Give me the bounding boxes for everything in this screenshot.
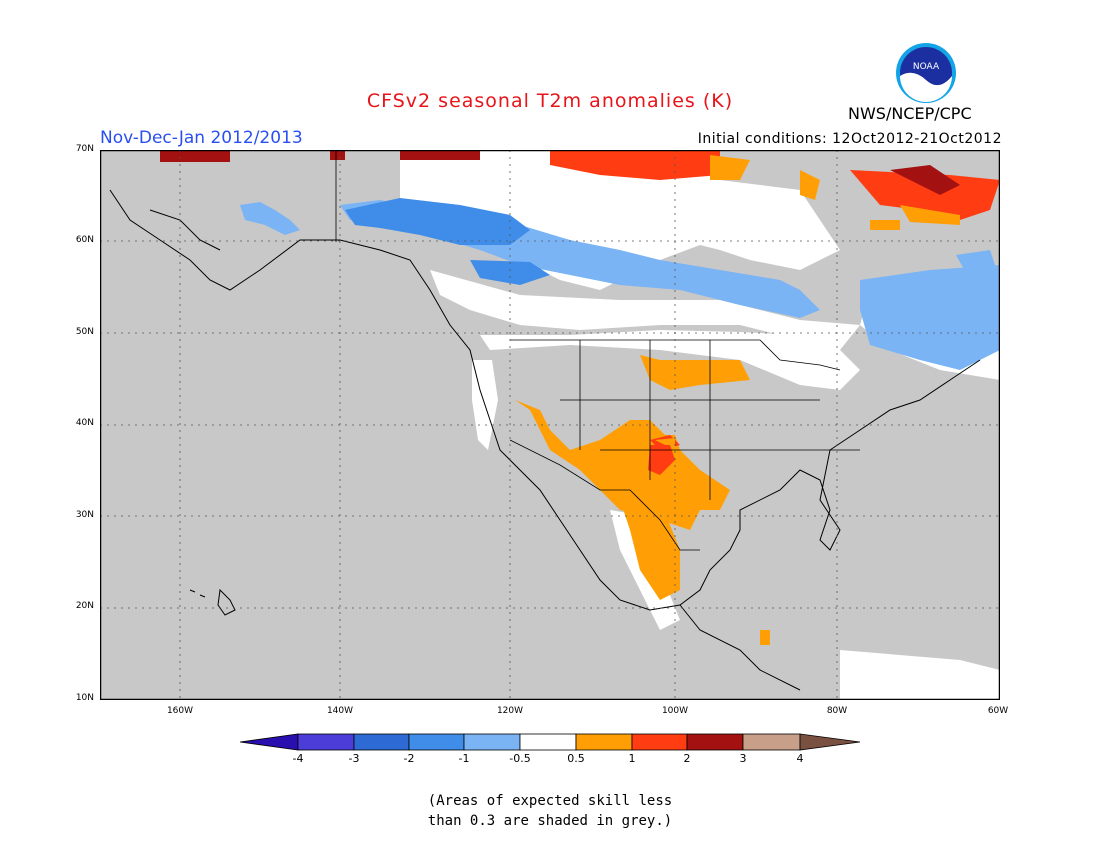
colorbar-label: -1 (458, 752, 470, 765)
lat-label-20n: 20N (75, 601, 94, 611)
anomaly-map (100, 150, 1000, 700)
colorbar-label: 1 (628, 752, 636, 765)
colorbar-bin (575, 733, 633, 751)
colorbar-arrow-low (240, 733, 299, 751)
lon-label-160w: 160W (166, 706, 194, 716)
colorbar-label: 4 (796, 752, 804, 765)
logo-text: NOAA (913, 62, 940, 72)
colorbar-label: 3 (739, 752, 747, 765)
skill-note-line1: (Areas of expected skill less (427, 793, 673, 809)
forecast-period: Nov-Dec-Jan 2012/2013 (100, 128, 303, 148)
colorbar-bin (353, 733, 410, 751)
graticule (100, 150, 1000, 700)
lon-label-100w: 100W (661, 706, 689, 716)
lat-label-70n: 70N (75, 144, 94, 154)
lon-label-60w: 60W (987, 706, 1009, 716)
lat-label-30n: 30N (75, 510, 94, 520)
initial-conditions: Initial conditions: 12Oct2012-21Oct2012 (697, 131, 1002, 147)
colorbar-label: 2 (683, 752, 691, 765)
skill-note-line2: than 0.3 are shaded in grey.) (427, 813, 673, 829)
lat-label-10n: 10N (75, 693, 94, 703)
colorbar-bin (742, 733, 801, 751)
colorbar-bin (519, 733, 577, 751)
colorbar (240, 733, 861, 751)
lon-label-140w: 140W (326, 706, 354, 716)
colorbar-bin (631, 733, 688, 751)
cold-anomaly-regions (240, 198, 1000, 370)
colorbar-label: -2 (403, 752, 415, 765)
map-frame (100, 150, 1000, 700)
colorbar-arrow-high (799, 733, 861, 751)
borders (335, 150, 860, 551)
lon-label-120w: 120W (496, 706, 524, 716)
colorbar-bin (408, 733, 465, 751)
lat-label-50n: 50N (75, 327, 94, 337)
lon-label-80w: 80W (826, 706, 848, 716)
colorbar-bin (686, 733, 744, 751)
lat-label-40n: 40N (75, 418, 94, 428)
skill-note: (Areas of expected skill less than 0.3 a… (0, 791, 1100, 831)
colorbar-label: -4 (292, 752, 304, 765)
lat-label-60n: 60N (75, 235, 94, 245)
colorbar-bin (297, 733, 355, 751)
colorbar-label: -0.5 (509, 752, 531, 765)
colorbar-label: -3 (348, 752, 360, 765)
colorbar-label: 0.5 (567, 752, 585, 765)
coastlines (109, 189, 981, 691)
colorbar-bin (463, 733, 521, 751)
noaa-logo: NOAA (896, 43, 956, 103)
agency-label: NWS/NCEP/CPC (848, 104, 972, 123)
chart-title: CFSv2 seasonal T2m anomalies (K) (366, 90, 734, 112)
warm-anomaly-regions (160, 150, 1000, 645)
